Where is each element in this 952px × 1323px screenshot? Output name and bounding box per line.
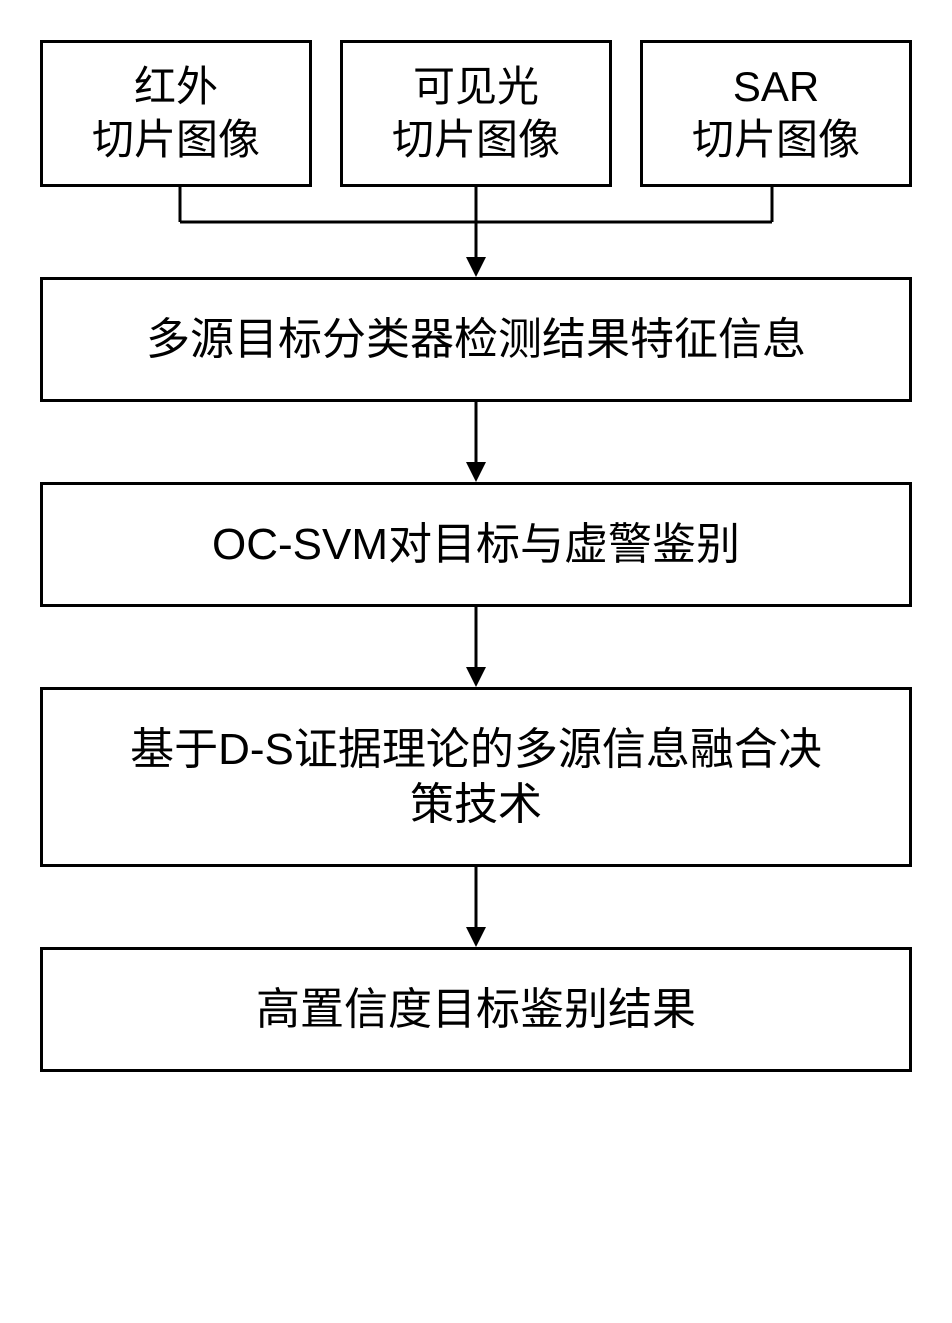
flowchart-container: 红外 切片图像 可见光 切片图像 SAR 切片图像 多源目标分类器检测结果特征信…	[40, 40, 912, 1072]
step-label-line1: 基于D-S证据理论的多源信息融合决	[130, 722, 822, 777]
merge-connector	[40, 187, 912, 277]
arrow-down-svg	[456, 402, 496, 482]
step-label: 多源目标分类器检测结果特征信息	[146, 312, 806, 367]
step-label: OC-SVM对目标与虚警鉴别	[212, 517, 740, 572]
step-label: 高置信度目标鉴别结果	[256, 982, 696, 1037]
arrow-down-svg	[456, 607, 496, 687]
arrow-down	[40, 607, 912, 687]
input-box-visible: 可见光 切片图像	[340, 40, 612, 187]
step-box-classifier: 多源目标分类器检测结果特征信息	[40, 277, 912, 402]
input-row: 红外 切片图像 可见光 切片图像 SAR 切片图像	[40, 40, 912, 187]
step-box-result: 高置信度目标鉴别结果	[40, 947, 912, 1072]
input-box-infrared: 红外 切片图像	[40, 40, 312, 187]
input-label-line1: SAR	[733, 61, 819, 114]
arrow-down	[40, 402, 912, 482]
input-label-line1: 可见光	[413, 61, 539, 114]
arrow-down	[40, 867, 912, 947]
step-box-ocsvm: OC-SVM对目标与虚警鉴别	[40, 482, 912, 607]
input-label-line2: 切片图像	[92, 114, 260, 167]
input-label-line2: 切片图像	[692, 114, 860, 167]
input-label-line1: 红外	[134, 61, 218, 114]
input-box-sar: SAR 切片图像	[640, 40, 912, 187]
step-box-ds-fusion: 基于D-S证据理论的多源信息融合决 策技术	[40, 687, 912, 867]
arrow-down-svg	[456, 867, 496, 947]
merge-connector-svg	[40, 187, 912, 277]
step-label-line2: 策技术	[410, 777, 542, 832]
input-label-line2: 切片图像	[392, 114, 560, 167]
